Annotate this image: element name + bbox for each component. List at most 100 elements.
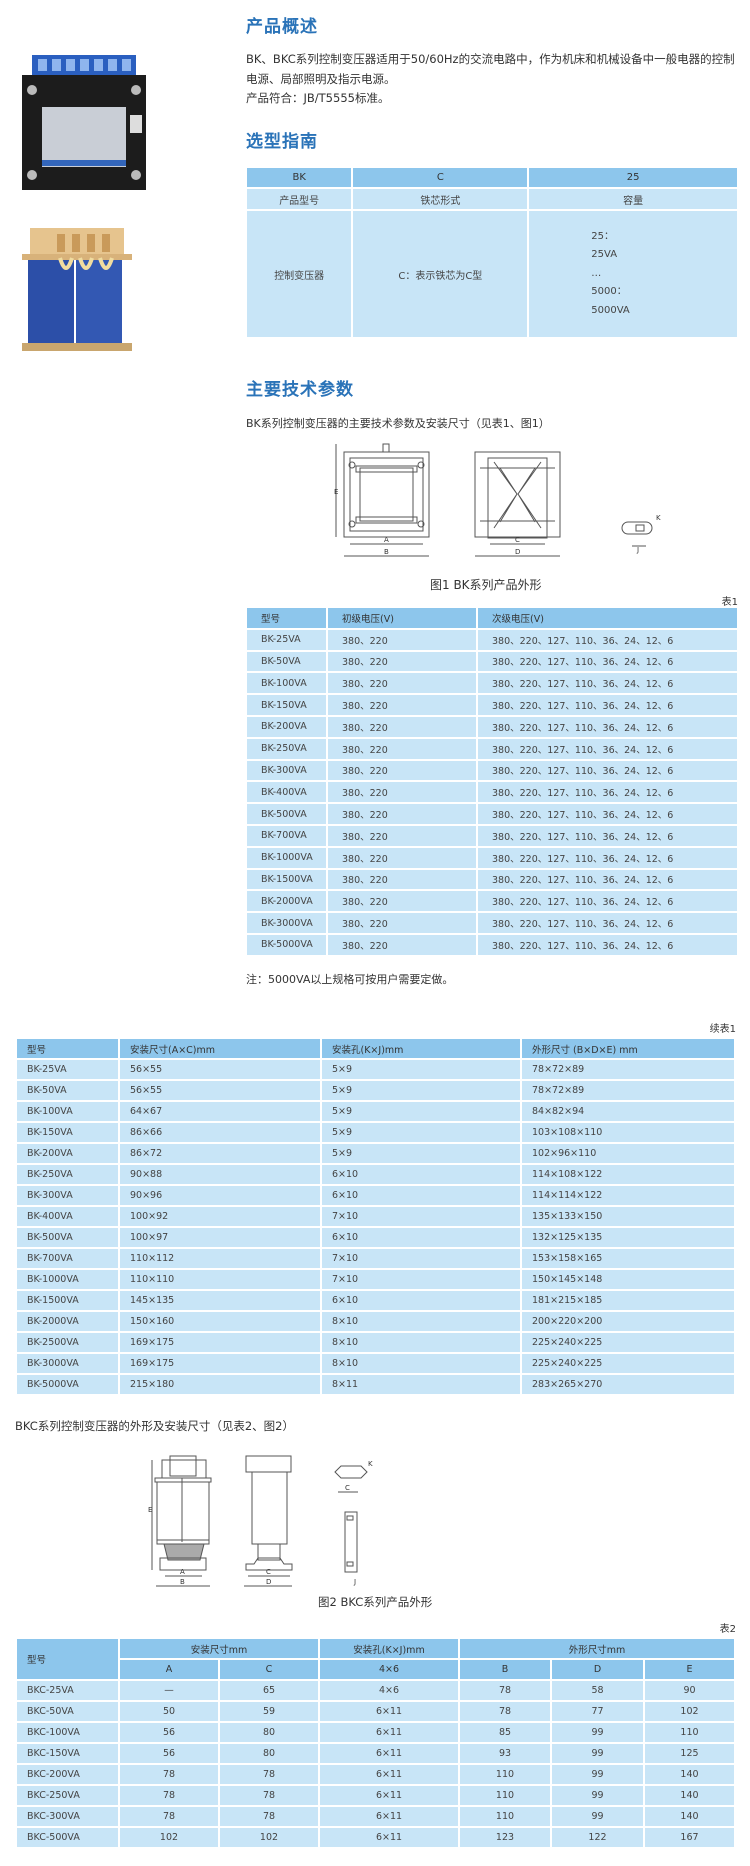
table-row: BK-400VA 100×92 7×10 135×133×150 (15, 1205, 736, 1228)
table-row: BK-50VA 56×55 5×9 78×72×89 (15, 1079, 736, 1102)
table-cell: 102 (643, 1700, 736, 1723)
table-cell: 7×10 (320, 1268, 522, 1291)
table-cell: 169×175 (118, 1331, 322, 1354)
fig1-label-b: B (384, 548, 389, 556)
table-cell: 78 (118, 1784, 220, 1807)
table-cell: BK-3000VA (245, 911, 328, 935)
table-cell: 140 (643, 1784, 736, 1807)
table-cell: 6×11 (318, 1805, 460, 1828)
column-header: 次级电压(V) (476, 606, 739, 630)
table-cell: 380、220 (326, 758, 478, 783)
table-cell: 99 (550, 1721, 645, 1744)
table-cell: 85 (458, 1721, 552, 1744)
table-cell: BK-200VA (15, 1142, 120, 1165)
desc-capacity: 25： 25VA … 5000： 5000VA (527, 209, 739, 339)
fig1-label-c: C (515, 536, 520, 544)
table-cell: 6×11 (318, 1742, 460, 1765)
table-cell: 380、220、127、110、36、24、12、6 (476, 780, 739, 805)
table-row: BK-200VA 380、220 380、220、127、110、36、24、12、… (245, 714, 739, 739)
table-cell: 380、220、127、110、36、24、12、6 (476, 932, 739, 957)
table-cell: 150×145×148 (520, 1268, 736, 1291)
table-cell: 380、220 (326, 693, 478, 717)
table-cell: 110 (458, 1784, 552, 1807)
overview-heading: 产品概述 (246, 17, 318, 37)
table-cell: 153×158×165 (520, 1247, 736, 1270)
table-cell: 140 (643, 1805, 736, 1828)
table-cell: 380、220、127、110、36、24、12、6 (476, 693, 739, 717)
table-cell: 380、220、127、110、36、24、12、6 (476, 649, 739, 674)
table-cell: 145×135 (118, 1289, 322, 1312)
table-cell: 93 (458, 1742, 552, 1765)
table-cell: BK-2500VA (15, 1331, 120, 1354)
table-cell: BK-3000VA (15, 1352, 120, 1375)
overview-standard: 产品符合：JB/T5555标准。 (246, 91, 390, 105)
table-cell: 283×265×270 (520, 1373, 736, 1396)
table-cell: 56 (118, 1721, 220, 1744)
table-row: BK-3000VA 169×175 8×10 225×240×225 (15, 1352, 736, 1375)
table-row: BKC-100VA 56 80 6×11 85 99 110 (15, 1721, 736, 1744)
table-cell: 5×9 (320, 1121, 522, 1144)
label-model: 产品型号 (244, 187, 354, 211)
table-cell: BKC-250VA (15, 1784, 120, 1807)
table-cell: BKC-200VA (15, 1763, 120, 1786)
table-subheader-row: A C 4×6 B D E (16, 1658, 736, 1681)
table-cell: 200×220×200 (520, 1310, 736, 1333)
column-subheader: E (643, 1658, 736, 1681)
product-photo-bkc (22, 228, 132, 353)
table-cell: 78 (218, 1763, 320, 1786)
table-cell: 56 (118, 1742, 220, 1765)
table-row: BK-100VA 64×67 5×9 84×82×94 (15, 1100, 736, 1123)
table-row: BK-500VA 380、220 380、220、127、110、36、24、12、… (245, 802, 739, 826)
fig1-label-a: A (384, 536, 389, 544)
table-cell: BK-200VA (245, 714, 328, 739)
selection-heading: 选型指南 (246, 132, 318, 152)
capacity-line: 5000VA (591, 304, 630, 316)
table-cell: 99 (550, 1805, 645, 1828)
table-cell: 380、220、127、110、36、24、12、6 (476, 911, 739, 935)
table-cell: 150×160 (118, 1310, 322, 1333)
table-row: BK-500VA 100×97 6×10 132×125×135 (15, 1226, 736, 1249)
table-cell: 102×96×110 (520, 1142, 736, 1165)
table-row: BKC-50VA 50 59 6×11 78 77 102 (15, 1700, 736, 1723)
table-cell: 380、220 (326, 932, 478, 957)
specs-heading: 主要技术参数 (246, 380, 354, 400)
table-cell: 380、220、127、110、36、24、12、6 (476, 627, 739, 652)
table-cell: 86×66 (118, 1121, 322, 1144)
table-cell: BK-25VA (245, 627, 328, 652)
table-row: BK-1500VA 145×135 6×10 181×215×185 (15, 1289, 736, 1312)
overview-text: BK、BKC系列控制变压器适用于50/60Hz的交流电路中，作为机床和机械设备中… (246, 52, 735, 86)
desc-core: C：表示铁芯为C型 (351, 209, 530, 339)
table-cell: BK-50VA (15, 1079, 120, 1102)
table-cell: 123 (458, 1826, 552, 1849)
table-cell: BK-5000VA (15, 1373, 120, 1396)
table-cell: BK-25VA (15, 1058, 120, 1081)
table-cell: 380、220 (326, 671, 478, 696)
table-cell: — (118, 1679, 220, 1702)
table-cell: 6×10 (320, 1289, 522, 1312)
table-cell: 90×88 (118, 1163, 322, 1186)
table-cell: 99 (550, 1763, 645, 1786)
table-cell: 380、220 (326, 627, 478, 652)
figure-2-caption: 图2 BKC系列产品外形 (318, 1595, 433, 1609)
table-cell: BKC-100VA (15, 1721, 120, 1744)
table-cell: 380、220 (326, 714, 478, 739)
table-cell: 167 (643, 1826, 736, 1849)
table-cell: 380、220、127、110、36、24、12、6 (476, 714, 739, 739)
table-row: BK-300VA 90×96 6×10 114×114×122 (15, 1184, 736, 1207)
table-cell: 5×9 (320, 1058, 522, 1081)
table-row: BK-2000VA 150×160 8×10 200×220×200 (15, 1310, 736, 1333)
table-cell: 135×133×150 (520, 1205, 736, 1228)
column-subheader: C (218, 1658, 320, 1681)
table-cell: BK-50VA (245, 649, 328, 674)
column-header: 安装孔(K×J)mm (320, 1037, 522, 1060)
table-row: BKC-25VA —65 4×6 78 58 90 (15, 1679, 736, 1702)
table-cell: BK-100VA (15, 1100, 120, 1123)
table-row: BKC-200VA 78 78 6×11 110 99 140 (15, 1763, 736, 1786)
table-cell: 8×11 (320, 1373, 522, 1396)
table-cell: 6×10 (320, 1184, 522, 1207)
fig2-label-k: K (368, 1460, 373, 1468)
table-cell: 380、220、127、110、36、24、12、6 (476, 802, 739, 826)
table-row: BK-150VA 380、220 380、220、127、110、36、24、12、… (245, 693, 739, 717)
table-cell: BK-700VA (245, 823, 328, 848)
table-cell: 380、220 (326, 649, 478, 674)
